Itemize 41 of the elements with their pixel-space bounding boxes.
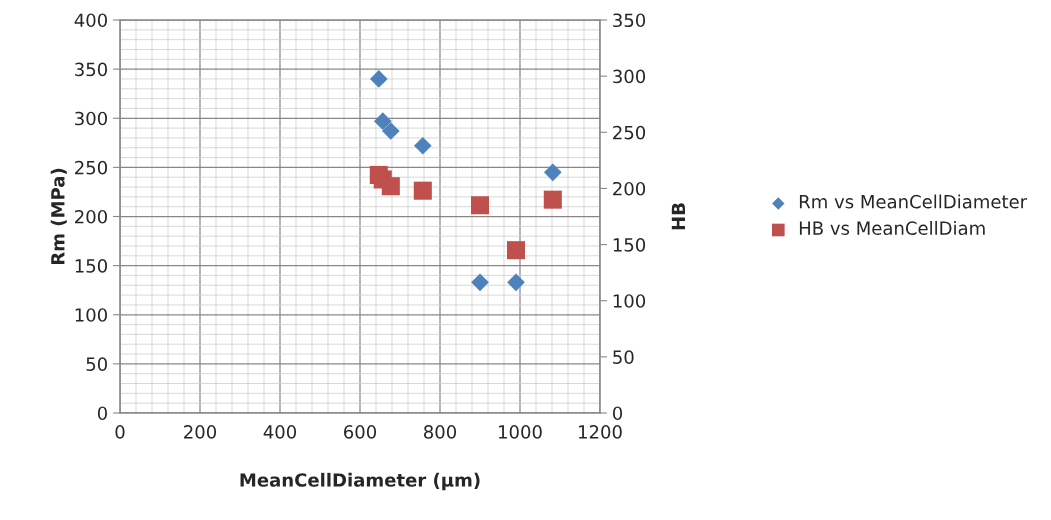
- y2-tick-label: 0: [613, 406, 623, 421]
- point: [507, 273, 525, 292]
- point: [413, 181, 432, 200]
- y-tick-label: 400: [74, 13, 107, 28]
- legend-label: Rm vs MeanCellDiameter: [799, 194, 1028, 209]
- point: [373, 112, 392, 131]
- y2-axis-title: HB: [671, 203, 685, 230]
- y-tick-label: 150: [75, 259, 107, 273]
- y2-tick-label: 50: [613, 350, 634, 364]
- point: [543, 163, 562, 182]
- x-tick-label: 200: [184, 425, 217, 439]
- y-tick-label: 350: [75, 62, 107, 77]
- y2-tick-label: 350: [613, 13, 646, 28]
- point: [470, 196, 490, 215]
- point: [381, 177, 400, 196]
- point: [471, 273, 489, 292]
- x-tick-label: 600: [344, 425, 377, 439]
- y2-tick-label: 200: [613, 181, 646, 196]
- point: [369, 70, 388, 88]
- x-tick-label: 1200: [579, 425, 622, 439]
- x-tick-label: 400: [263, 425, 297, 439]
- point: [506, 241, 526, 260]
- y-tick-label: 50: [86, 357, 107, 371]
- y-tick-label: 0: [97, 406, 107, 421]
- y2-tick-label: 250: [613, 125, 646, 140]
- y-tick-label: 100: [75, 308, 107, 322]
- y-axis-title: Rm (MPa): [50, 168, 67, 265]
- point: [543, 190, 562, 209]
- point: [413, 136, 432, 155]
- y-tick-label: 250: [75, 160, 107, 175]
- point: [381, 122, 400, 140]
- y2-tick-label: 300: [613, 69, 646, 84]
- x-tick-label: 1000: [499, 425, 542, 439]
- y-tick-label: 200: [75, 209, 107, 224]
- x-axis-title: MeanCellDiameter (µm): [240, 472, 480, 491]
- x-tick-label: 0: [115, 425, 125, 439]
- y2-tick-label: 150: [613, 238, 646, 252]
- legend-label: HB vs MeanCellDiam: [799, 221, 985, 235]
- y-tick-label: 300: [75, 111, 107, 126]
- x-tick-label: 800: [423, 425, 457, 439]
- y2-tick-label: 100: [613, 294, 646, 308]
